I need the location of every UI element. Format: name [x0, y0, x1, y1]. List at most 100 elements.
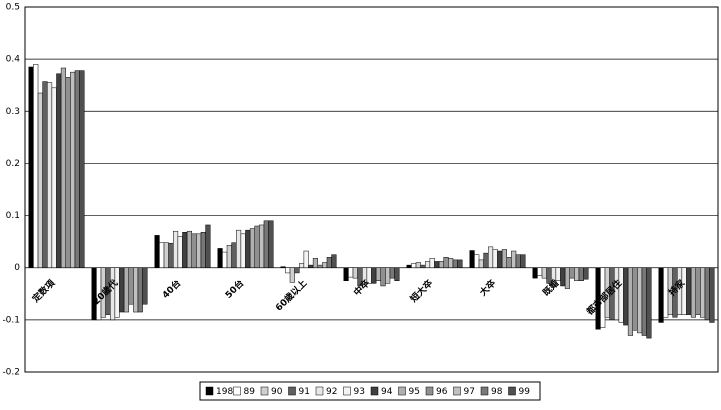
bar	[569, 267, 575, 279]
legend-label: 94	[381, 387, 393, 397]
bar	[452, 259, 458, 268]
bar	[560, 267, 566, 287]
bar	[637, 267, 643, 334]
bar	[249, 228, 255, 268]
bar	[532, 267, 538, 279]
y-tick-label: 0.3	[6, 107, 20, 117]
legend-box	[199, 381, 541, 401]
bar	[632, 267, 638, 331]
bar	[299, 263, 305, 268]
legend-label: 96	[436, 387, 448, 397]
bar	[385, 267, 391, 284]
legend-swatch	[453, 386, 461, 396]
bar	[42, 81, 48, 268]
bar	[37, 92, 43, 268]
bar	[425, 261, 431, 268]
bar	[343, 267, 349, 282]
bar	[74, 70, 80, 268]
bar	[394, 267, 400, 282]
bar	[438, 261, 444, 268]
legend-label: 91	[299, 387, 310, 397]
bar	[312, 258, 318, 268]
legend-swatch	[315, 386, 324, 396]
bar	[308, 264, 314, 268]
legend-swatch	[260, 386, 269, 396]
bar	[51, 87, 57, 268]
legend-label: 99	[519, 387, 531, 397]
y-tick-label: -0.2	[2, 368, 20, 378]
bar	[520, 254, 526, 268]
bar	[56, 73, 62, 268]
legend-swatch	[233, 386, 241, 396]
bar	[448, 258, 454, 268]
bar	[196, 233, 202, 268]
legend-swatch	[398, 386, 406, 396]
y-tick-label: 0.1	[6, 211, 20, 221]
y-tick-label: 0.2	[6, 159, 20, 169]
bar	[133, 267, 139, 313]
bar	[259, 224, 265, 268]
x-tick-label: 短大卒	[408, 277, 436, 305]
bar	[618, 267, 624, 323]
y-tick-label: 0.5	[6, 3, 20, 13]
bar	[420, 264, 426, 268]
bar	[173, 230, 179, 268]
bar	[168, 242, 174, 268]
x-tick-label: 定数項	[29, 276, 58, 305]
bar	[700, 267, 706, 318]
bar	[154, 235, 160, 268]
bar	[474, 254, 480, 268]
bar	[583, 267, 589, 280]
bar	[511, 250, 517, 268]
bar	[515, 254, 521, 268]
bar	[686, 267, 692, 315]
bar	[681, 267, 687, 315]
bar	[501, 249, 507, 268]
bar	[415, 262, 421, 268]
bar	[205, 224, 211, 268]
x-tick-label: 50台	[223, 277, 247, 301]
bar	[123, 267, 129, 313]
y-tick-label: 0.4	[6, 55, 21, 65]
bar	[236, 229, 242, 268]
bar	[537, 267, 543, 276]
x-tick-label: 40台	[160, 277, 184, 301]
bar	[231, 242, 237, 268]
bar	[289, 267, 295, 283]
bar	[690, 267, 696, 318]
bar	[380, 267, 386, 287]
bar	[177, 236, 183, 268]
bar	[268, 220, 274, 268]
bar	[578, 267, 584, 282]
bar	[406, 264, 412, 268]
bar	[478, 259, 484, 268]
legend-swatch	[205, 386, 214, 396]
bar	[280, 266, 286, 268]
x-tick-label: 大卒	[477, 277, 498, 298]
legend-label: 92	[326, 387, 337, 397]
legend-label: 98	[491, 387, 503, 397]
bar	[497, 250, 503, 268]
legend-swatch	[370, 386, 379, 396]
bar	[200, 232, 206, 268]
legend-label: 90	[271, 387, 283, 397]
legend-swatch	[288, 386, 296, 396]
bar	[303, 250, 309, 268]
legend-label: 95	[409, 387, 420, 397]
bar	[119, 267, 125, 313]
y-tick-label: 0	[14, 263, 20, 273]
bar	[564, 267, 570, 289]
bar	[240, 233, 246, 268]
bar	[217, 248, 223, 268]
bar	[114, 267, 120, 318]
bar	[245, 229, 251, 268]
bar	[483, 252, 489, 268]
bar	[331, 254, 337, 268]
bar	[128, 267, 134, 305]
bar	[411, 263, 417, 268]
bar	[695, 267, 701, 315]
bar	[646, 267, 652, 339]
legend-swatch	[343, 386, 351, 396]
bar	[33, 64, 39, 268]
